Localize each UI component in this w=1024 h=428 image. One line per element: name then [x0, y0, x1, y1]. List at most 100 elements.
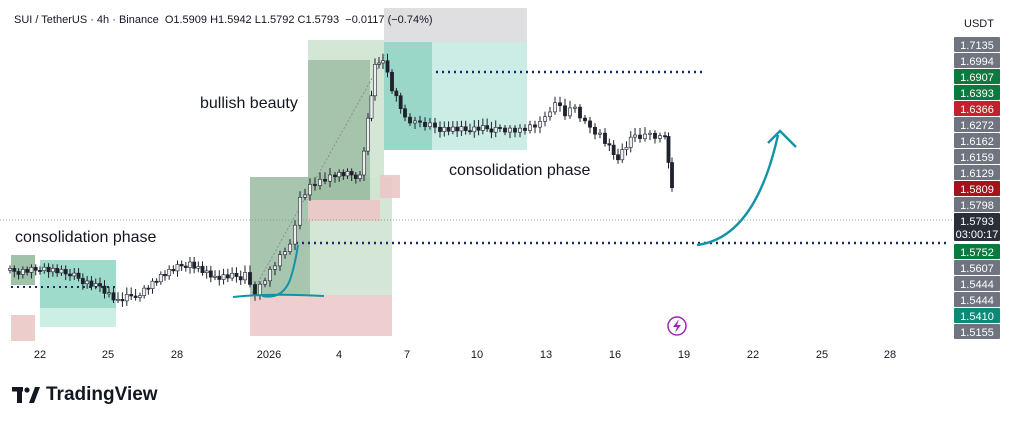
candle-body	[607, 143, 612, 146]
forecast-arrow	[696, 134, 780, 247]
price-label-bg	[954, 324, 1000, 339]
candle-body	[323, 179, 327, 182]
candles-group	[8, 53, 674, 307]
candle-body	[150, 280, 155, 290]
candle-body	[268, 268, 272, 282]
candle-body	[253, 284, 257, 296]
time-tick-label: 22	[747, 349, 759, 361]
candle-body	[442, 127, 447, 132]
candle-body	[288, 243, 292, 252]
price-label-bg	[954, 197, 1000, 212]
candle-body	[98, 283, 102, 287]
time-tick-label: 7	[404, 349, 410, 361]
candle-body	[217, 275, 222, 280]
symbol-info[interactable]: SUI / TetherUS · 4h · Binance	[14, 14, 159, 26]
candle-body	[670, 162, 674, 189]
candle-body	[283, 251, 287, 256]
candle-body	[138, 295, 142, 298]
price-label-bg	[954, 165, 1000, 180]
candle-body	[480, 125, 485, 131]
price-label: 1.6159	[960, 152, 994, 164]
candle-body	[55, 267, 60, 274]
price-label: 1.5798	[960, 200, 994, 212]
price-label-bg	[954, 117, 1000, 132]
price-label-bg	[954, 213, 1000, 241]
candle-body	[179, 264, 184, 267]
candle-body	[50, 267, 55, 273]
price-label-bg	[954, 101, 1000, 116]
candle-body	[318, 179, 322, 186]
candle-body	[611, 144, 616, 156]
candle-body	[533, 124, 537, 128]
candle-body	[513, 127, 517, 133]
zone-box	[11, 315, 35, 341]
candle-body	[308, 184, 312, 196]
candle-body	[345, 171, 350, 177]
time-axis[interactable]: 22 25 28 2026 4 7 10 13 16 19 22 25 28	[34, 349, 896, 361]
lightning-icon[interactable]	[667, 316, 687, 336]
candle-body	[341, 172, 346, 177]
price-label: 1.6272	[960, 120, 994, 132]
price-label: 1.5444	[960, 279, 994, 291]
candle-body	[273, 265, 277, 270]
price-label-bg	[954, 69, 1000, 84]
candle-body	[353, 174, 358, 179]
zone-box	[380, 175, 400, 198]
price-label-bg	[954, 292, 1000, 307]
candle-body	[29, 267, 34, 273]
candle-body	[42, 266, 47, 272]
tradingview-brand[interactable]: TradingView	[12, 384, 158, 406]
candle-body	[653, 132, 657, 139]
candle-body	[8, 268, 12, 271]
price-label: 1.5410	[960, 311, 994, 323]
price-label: 1.6393	[960, 88, 994, 100]
candle-body	[167, 268, 172, 277]
candle-body	[438, 126, 442, 132]
price-label-bg	[954, 244, 1000, 259]
candle-body	[628, 136, 633, 148]
candle-body	[107, 292, 111, 295]
candle-body	[20, 269, 25, 275]
candle-body	[208, 270, 213, 278]
price-label: 1.6907	[960, 72, 994, 84]
time-tick-label: 10	[471, 349, 483, 361]
candle-body	[472, 126, 477, 133]
candle-body	[85, 280, 90, 285]
ohlc-values: O1.5909 H1.5942 L1.5792 C1.5793	[164, 14, 340, 26]
time-tick-label: 28	[884, 349, 896, 361]
candle-body	[188, 261, 192, 268]
zone-box	[432, 42, 527, 150]
candle-body	[385, 60, 390, 73]
candle-body	[63, 269, 68, 275]
candle-body	[381, 60, 385, 64]
candle-body	[16, 271, 21, 275]
price-label: 1.6129	[960, 168, 994, 180]
candle-body	[225, 274, 230, 279]
underline-stroke	[232, 293, 325, 298]
tradingview-logo-icon	[12, 387, 40, 403]
candle-body	[428, 122, 432, 127]
candle-body	[633, 134, 637, 138]
price-label: 1.7135	[960, 40, 994, 52]
change-value: −0.0117 (−0.74%)	[345, 14, 433, 26]
zone-box	[308, 40, 384, 60]
zone-box	[384, 42, 432, 150]
candle-body	[648, 132, 652, 135]
candle-body	[163, 273, 167, 277]
annotation-consolidation-left: consolidation phase	[15, 229, 157, 246]
candle-body	[80, 278, 85, 285]
candle-body	[129, 294, 134, 297]
candle-body	[248, 272, 252, 285]
candle-body	[25, 269, 30, 273]
price-label-bg	[954, 181, 1000, 196]
price-label: 1.6994	[960, 56, 994, 68]
candle-body	[593, 127, 597, 135]
price-label-bg	[954, 53, 1000, 68]
candle-body	[433, 122, 437, 128]
candle-body	[446, 127, 451, 132]
candle-body	[38, 270, 42, 272]
candle-body	[553, 102, 557, 113]
candle-body	[616, 154, 620, 161]
